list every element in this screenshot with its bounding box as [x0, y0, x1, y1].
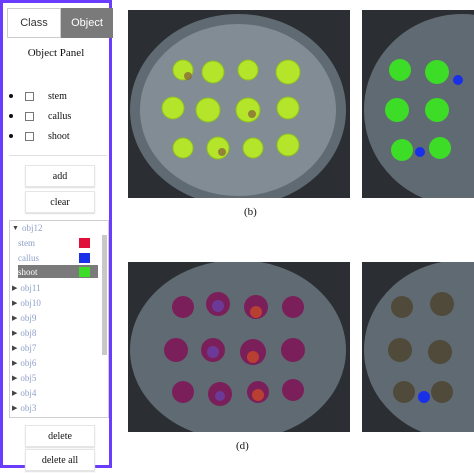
tree-item-label: obj9 [20, 313, 37, 323]
class-label: shoot [48, 130, 70, 142]
tree-item[interactable]: ▶ obj4 [12, 388, 36, 398]
tab-class[interactable]: Class [7, 8, 61, 38]
color-swatch [79, 237, 90, 248]
tree-item[interactable]: ▶ obj3 [12, 403, 36, 413]
tree-scrollbar[interactable] [102, 235, 107, 355]
caption-d: (d) [236, 440, 249, 452]
class-label: stem [48, 90, 67, 102]
tree-child-label: stem [18, 237, 35, 248]
chevron-right-icon[interactable]: ▶ [12, 404, 18, 412]
bullet-icon [9, 114, 13, 118]
chevron-right-icon[interactable]: ▶ [12, 314, 18, 322]
chevron-right-icon[interactable]: ▶ [12, 374, 18, 382]
tab-object[interactable]: Object [61, 8, 113, 38]
chevron-right-icon[interactable]: ▶ [12, 329, 18, 337]
tree-item-label: obj12 [21, 223, 43, 233]
tree-item-label: obj4 [20, 388, 37, 398]
tree-child-label: callus [18, 252, 39, 263]
tree-item-label: obj10 [20, 298, 41, 308]
tree-item[interactable]: ▶ obj5 [12, 373, 36, 383]
tree-item[interactable]: ▶ obj9 [12, 313, 36, 323]
class-checkbox-shoot[interactable] [25, 131, 34, 141]
color-swatch [79, 266, 90, 277]
delete-button[interactable]: delete [25, 425, 95, 447]
petri-dish-photo-overlay-2 [362, 262, 474, 432]
object-panel: Class Object Object Panel stem callus sh… [0, 0, 113, 471]
class-checkbox-callus[interactable] [25, 111, 34, 121]
tree-item-label: obj6 [20, 358, 37, 368]
class-row-stem: stem [9, 89, 67, 103]
class-checkbox-stem[interactable] [25, 91, 34, 101]
tree-item-label: obj5 [20, 373, 37, 383]
color-swatch [79, 252, 90, 263]
petri-dish-photo-overlay [128, 262, 350, 432]
petri-dish-photo-original [128, 10, 350, 198]
tree-child-callus[interactable]: callus [18, 251, 98, 264]
divider [9, 155, 107, 156]
tree-item[interactable]: ▶ obj6 [12, 358, 36, 368]
object-tree: ▼ obj12 stem callus shoot ▶ obj11 ▶ obj10 … [9, 220, 109, 418]
tree-item-obj12[interactable]: ▼ obj12 [12, 223, 42, 233]
caption-b: (b) [244, 206, 257, 218]
tree-child-label: shoot [18, 266, 38, 277]
tree-item-label: obj8 [20, 328, 37, 338]
petri-dish-photo-segmented [362, 10, 474, 198]
panel-tabs: Class Object [7, 8, 113, 38]
tree-child-stem[interactable]: stem [18, 236, 98, 249]
tree-item-label: obj11 [20, 283, 41, 293]
tree-item[interactable]: ▶ obj7 [12, 343, 36, 353]
clear-button[interactable]: clear [25, 191, 95, 213]
delete-all-button[interactable]: delete all [25, 449, 95, 471]
tree-item-label: obj7 [20, 343, 37, 353]
chevron-right-icon[interactable]: ▶ [12, 299, 18, 307]
bullet-icon [9, 94, 13, 98]
tree-item[interactable]: ▶ obj10 [12, 298, 41, 308]
tree-item[interactable]: ▶ obj8 [12, 328, 36, 338]
chevron-right-icon[interactable]: ▶ [12, 344, 18, 352]
chevron-right-icon[interactable]: ▶ [12, 359, 18, 367]
tree-item[interactable]: ▶ obj11 [12, 283, 41, 293]
chevron-right-icon[interactable]: ▶ [12, 389, 18, 397]
chevron-right-icon[interactable]: ▶ [12, 284, 18, 292]
panel-title: Object Panel [27, 47, 85, 59]
bullet-icon [9, 134, 13, 138]
add-button[interactable]: add [25, 165, 95, 187]
class-label: callus [48, 110, 72, 122]
class-list-header [17, 71, 97, 81]
tree-item-label: obj3 [20, 403, 37, 413]
class-row-shoot: shoot [9, 129, 70, 143]
class-row-callus: callus [9, 109, 71, 123]
tree-child-shoot[interactable]: shoot [18, 265, 98, 278]
chevron-down-icon[interactable]: ▼ [12, 224, 19, 232]
